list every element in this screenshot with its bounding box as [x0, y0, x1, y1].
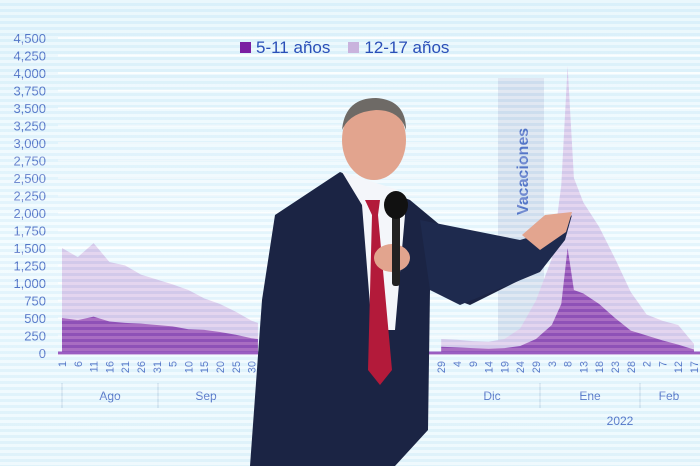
y-tick-label: 2,250 [13, 189, 46, 204]
x-tick-label: 9 [468, 361, 480, 367]
area-12-17 [441, 66, 694, 353]
x-tick-label: 18 [594, 361, 606, 373]
y-tick-label: 3,500 [13, 101, 46, 116]
x-tick-label: 20 [215, 361, 227, 373]
x-tick-label: 13 [578, 361, 590, 373]
presenter-hand [522, 212, 572, 250]
x-tick-label: 5 [168, 361, 180, 367]
x-tick-label: 21 [120, 361, 132, 373]
x-tick-label: 16 [104, 361, 116, 373]
legend-item-5-11: 5-11 años [240, 38, 330, 58]
month-label: Ene [579, 389, 601, 403]
y-tick-label: 2,500 [13, 171, 46, 186]
presenter-head [342, 100, 406, 180]
x-tick-label: 10 [183, 361, 195, 373]
area-5-11 [441, 248, 694, 353]
x-tick-label: 14 [484, 361, 496, 373]
legend-swatch [348, 42, 360, 53]
y-tick-label: 4,500 [13, 31, 46, 46]
x-tick-label: 31 [152, 361, 164, 373]
x-tick-label: 12 [673, 361, 685, 373]
y-tick-label: 3,750 [13, 84, 46, 99]
y-tick-label: 2,750 [13, 154, 46, 169]
month-label: Dic [483, 389, 500, 403]
vacation-label: Vacaciones [515, 128, 532, 215]
y-tick-label: 2,000 [13, 206, 46, 221]
x-tick-label: 29 [436, 361, 448, 373]
y-tick-label: 4,000 [13, 66, 46, 81]
x-tick-label: 24 [515, 361, 527, 373]
area-5-11 [62, 316, 258, 353]
x-tick-label: 29 [531, 361, 543, 373]
y-tick-label: 250 [24, 329, 46, 344]
month-label: Ago [99, 389, 121, 403]
x-tick-label: 17 [689, 361, 700, 373]
presenter-hair [342, 98, 406, 130]
y-tick-label: 1,000 [13, 276, 46, 291]
y-tick-label: 500 [24, 311, 46, 326]
y-tick-label: 3,000 [13, 136, 46, 151]
legend-swatch [240, 42, 251, 53]
month-label: Sep [195, 389, 217, 403]
x-tick-label: 26 [136, 361, 148, 373]
y-tick-label: 0 [39, 346, 46, 361]
x-tick-label: 1 [57, 361, 69, 367]
x-tick-label: 11 [89, 361, 101, 372]
legend-item-12-17: 12-17 años [348, 38, 449, 58]
x-tick-label: 23 [610, 361, 622, 373]
chart-legend: 5-11 años 12-17 años [240, 38, 449, 58]
x-tick-label: 28 [626, 361, 638, 373]
x-tick-label: 6 [73, 361, 85, 367]
legend-label: 5-11 años [256, 38, 331, 57]
x-tick-label: 15 [199, 361, 211, 373]
microphone-head [384, 191, 408, 219]
month-label: Feb [659, 389, 680, 403]
x-tick-label: 30 [247, 361, 259, 373]
y-tick-label: 1,750 [13, 224, 46, 239]
legend-label: 12-17 años [364, 38, 450, 57]
y-tick-label: 1,250 [13, 259, 46, 274]
year-label: 2022 [607, 414, 634, 428]
x-tick-label: 8 [563, 361, 575, 367]
presenter-tie [365, 200, 392, 385]
y-tick-label: 1,500 [13, 241, 46, 256]
y-tick-label: 750 [24, 294, 46, 309]
x-tick-label: 2 [642, 361, 654, 367]
microphone-icon [392, 208, 400, 286]
x-tick-label: 3 [547, 361, 559, 367]
x-tick-label: 7 [657, 361, 669, 367]
y-tick-label: 3,250 [13, 119, 46, 134]
y-tick-label: 4,250 [13, 49, 46, 64]
x-tick-label: 4 [452, 361, 464, 367]
x-tick-label: 19 [499, 361, 511, 373]
x-tick-label: 25 [231, 361, 243, 373]
